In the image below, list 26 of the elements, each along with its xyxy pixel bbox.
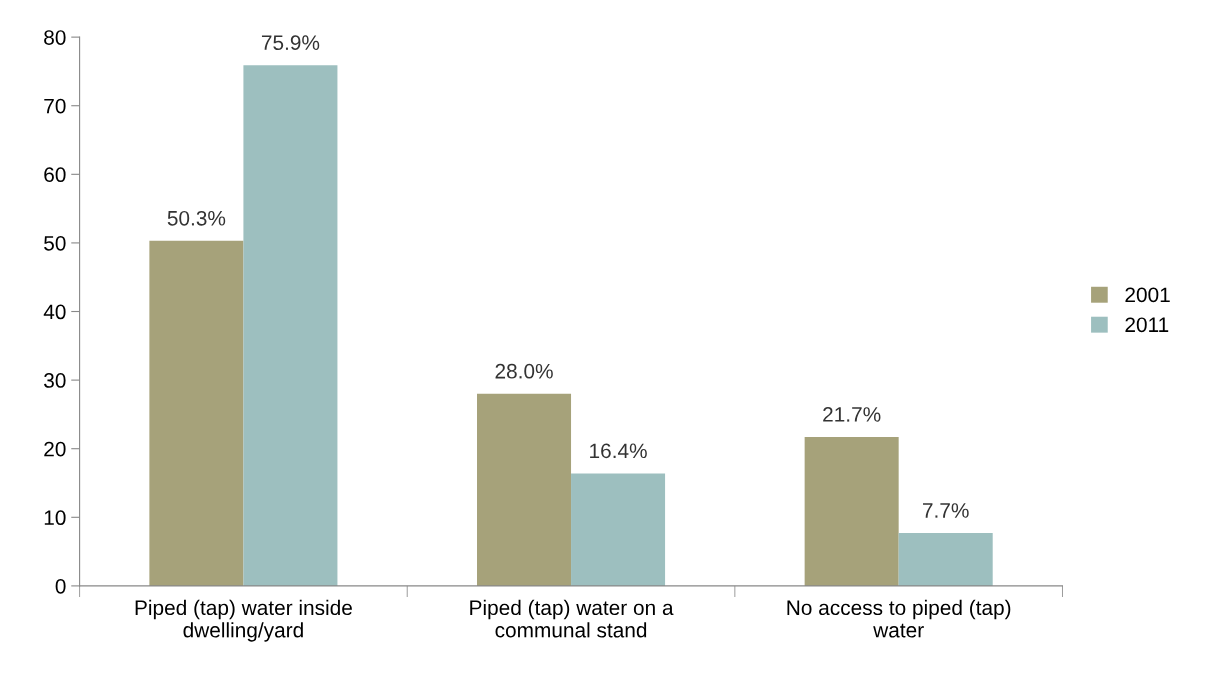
bar bbox=[898, 533, 993, 586]
bar bbox=[243, 65, 338, 586]
bar bbox=[804, 437, 899, 586]
y-tick-label: 50 bbox=[44, 235, 66, 251]
data-label: 21.7% bbox=[823, 407, 881, 422]
data-label: 50.3% bbox=[167, 210, 226, 226]
bar bbox=[149, 240, 244, 586]
y-tick-label: 60 bbox=[44, 167, 66, 183]
y-tick-label: 70 bbox=[44, 98, 66, 114]
bar bbox=[571, 473, 666, 586]
y-tick-label: 40 bbox=[43, 304, 66, 320]
bar bbox=[477, 393, 572, 586]
y-tick-label: 10 bbox=[44, 510, 66, 526]
x-tick-label: Piped (tap) water on a communal stand bbox=[470, 599, 674, 638]
legend-label: 2011 bbox=[1125, 317, 1169, 333]
y-tick-label: 0 bbox=[55, 578, 66, 594]
y-tick-label: 20 bbox=[44, 441, 66, 457]
data-label: 28.0% bbox=[495, 363, 553, 379]
data-label: 7.7% bbox=[923, 503, 969, 518]
legend-label: 2001 bbox=[1125, 287, 1170, 303]
x-tick-label: No access to piped (tap) water bbox=[787, 599, 1011, 638]
x-tick-label: Piped (tap) water inside dwelling/yard bbox=[135, 599, 352, 642]
data-label: 75.9% bbox=[261, 35, 320, 51]
y-tick-label: 80 bbox=[44, 30, 66, 45]
y-tick-label: 30 bbox=[44, 373, 66, 388]
data-label: 16.4% bbox=[590, 443, 647, 459]
